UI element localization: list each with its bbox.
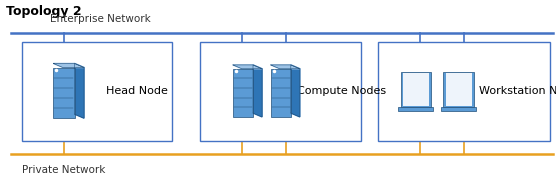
Text: Head Node: Head Node: [106, 86, 167, 96]
FancyBboxPatch shape: [403, 73, 429, 106]
Polygon shape: [53, 64, 84, 68]
Polygon shape: [271, 65, 300, 69]
Polygon shape: [75, 64, 84, 118]
FancyBboxPatch shape: [22, 42, 172, 141]
Polygon shape: [253, 65, 262, 117]
FancyBboxPatch shape: [200, 42, 361, 141]
FancyBboxPatch shape: [53, 68, 75, 118]
FancyBboxPatch shape: [378, 42, 550, 141]
Text: Workstation Nodes: Workstation Nodes: [479, 86, 556, 96]
Text: Private Network: Private Network: [22, 165, 106, 175]
Text: Topology 2: Topology 2: [6, 5, 81, 18]
FancyBboxPatch shape: [446, 73, 471, 106]
FancyBboxPatch shape: [444, 72, 474, 107]
Text: Compute Nodes: Compute Nodes: [297, 86, 386, 96]
FancyBboxPatch shape: [398, 107, 434, 111]
FancyBboxPatch shape: [400, 72, 431, 107]
FancyBboxPatch shape: [441, 107, 476, 111]
Text: Enterprise Network: Enterprise Network: [50, 14, 151, 24]
FancyBboxPatch shape: [233, 69, 253, 117]
FancyBboxPatch shape: [271, 69, 291, 117]
Polygon shape: [233, 65, 262, 69]
Polygon shape: [291, 65, 300, 117]
